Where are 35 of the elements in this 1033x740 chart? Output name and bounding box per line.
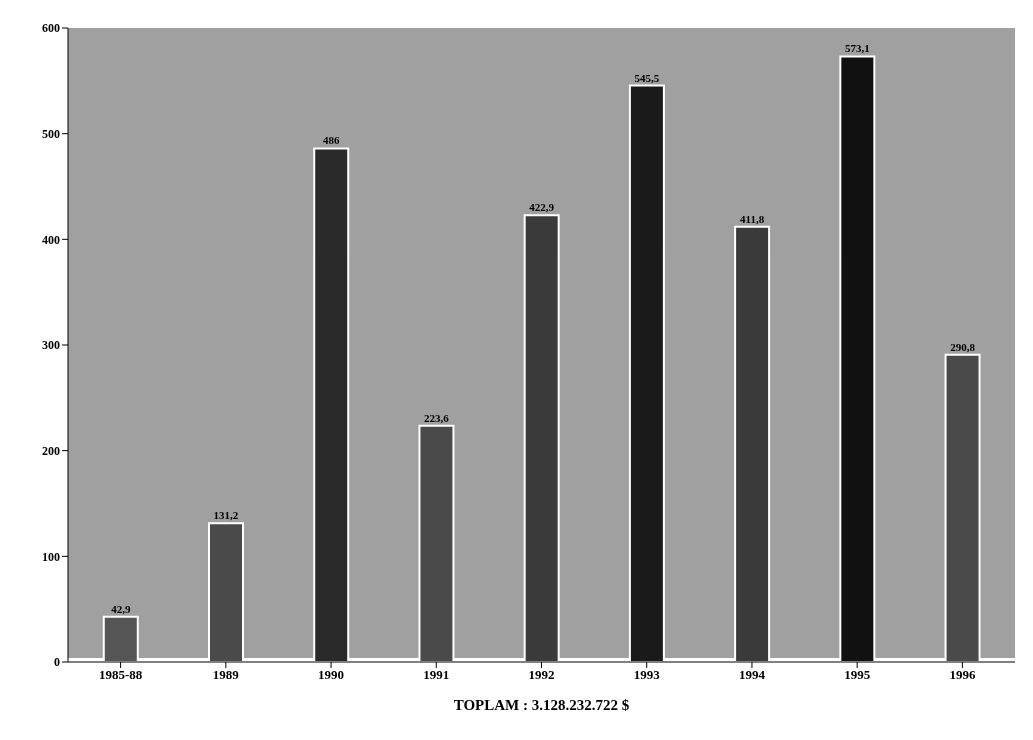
data-label: 422,9 [529,201,555,214]
y-tick-label: 500 [42,126,60,141]
bar [628,84,665,662]
bar [839,55,876,662]
data-label: 131,2 [213,509,239,522]
x-tick-label: 1990 [318,667,345,683]
y-tick-label: 600 [42,21,60,36]
bar [418,424,455,662]
bar [313,147,350,662]
data-label: 42,9 [111,602,131,615]
data-label: 223,6 [424,411,450,424]
y-tick-label: 300 [42,338,60,353]
x-tick-label: 1985-88 [98,667,143,683]
data-label: 573,1 [844,42,870,55]
bar [208,522,244,662]
x-tick-label: 1996 [949,667,976,683]
y-tick-label: 100 [42,549,60,564]
bar [734,225,771,662]
x-tick-label: 1993 [633,667,661,683]
x-tick-label: 1994 [738,667,766,683]
bar [102,615,139,662]
x-tick-label: 1989 [212,667,240,683]
bar [944,353,981,662]
y-tick-label: 200 [42,443,60,458]
data-label: 486 [322,134,340,147]
data-label: 545,5 [634,71,660,84]
x-axis-title: TOPLAM : 3.128.232.722 $ [453,697,630,713]
data-label: 290,8 [950,340,976,353]
bar [523,214,560,662]
x-tick-label: 1991 [423,667,450,683]
x-tick-label: 1995 [844,667,871,683]
y-tick-label: 0 [54,655,60,670]
y-tick-label: 400 [42,232,60,247]
data-label: 411,8 [740,212,765,225]
x-tick-label: 1992 [528,667,555,683]
